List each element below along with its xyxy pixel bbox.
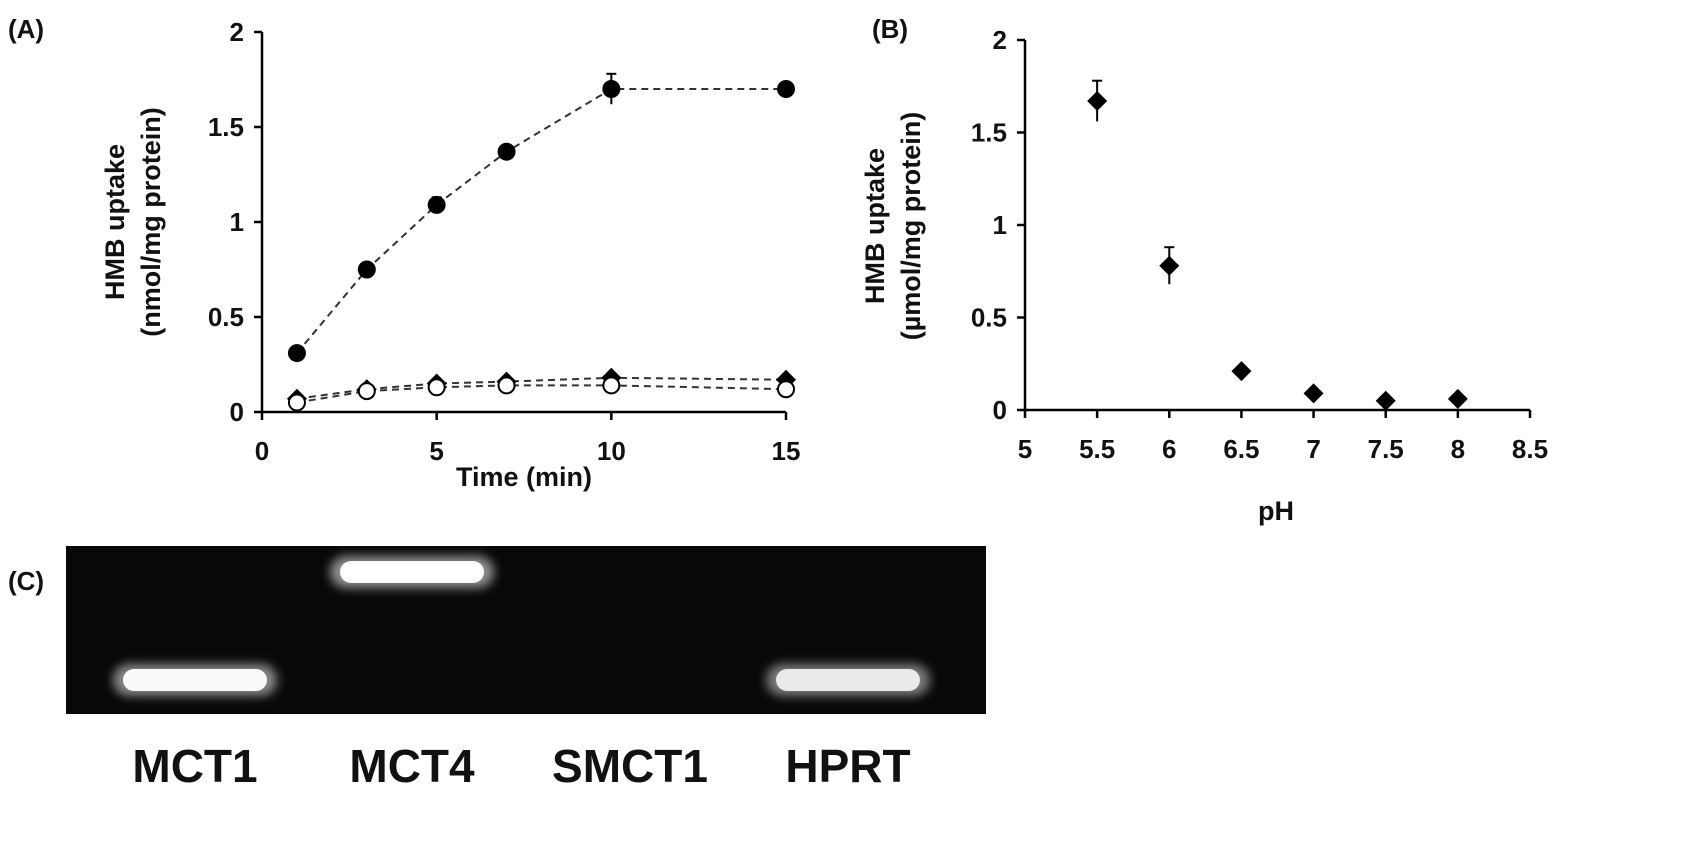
chart-b-x-tick-label: 8.5 [1512,434,1548,464]
chart-b-x-tick-label: 5 [1018,434,1032,464]
chart-b-y-tick-label: 0.5 [971,303,1007,333]
chart-a-y-tick-label: 1.5 [208,112,244,142]
chart-a-series-0-point [427,195,446,214]
chart-b-series-0-point [1375,390,1396,411]
chart-a-x-tick-label: 0 [255,436,269,466]
chart-a-series-0-point [602,80,621,98]
chart-b-x-tick-label: 5.5 [1079,434,1115,464]
chart-a-x-axis-title: Time (min) [456,462,592,492]
chart-b-series-0-point [1159,255,1180,276]
chart-b: 00.511.525 5.5 6 6.5 7 7.5 8 8.5 pH HMB uptake … [860,25,1548,526]
panel-label-a: (A) [8,14,44,44]
gel-lane-label: MCT1 [132,740,257,792]
chart-a-series-2-point [602,376,621,395]
chart-a-series-0-line [296,88,786,354]
gel-band [340,561,484,583]
chart-b-series-0-point [1303,383,1324,404]
chart-a-y-tick-label: 1 [230,207,244,237]
chart-b-x-tick-label: 7 [1306,434,1320,464]
chart-a-y-axis-title-line1: HMB uptake [100,144,130,300]
chart-b-series-0-point [1231,361,1252,382]
chart-b-series [1087,79,1468,411]
chart-b-x-tick-label: 6.5 [1223,434,1259,464]
gel-lane-labels: MCT1 MCT4 SMCT1 HPRT [132,740,910,792]
chart-a-series-2-point [497,376,516,395]
chart-a-ticks: 0 0.5 1 1.5 2 0 5 10 15 [208,17,801,466]
chart-a-y-tick-label: 2 [230,17,244,47]
chart-a-series-2-point [357,382,376,401]
chart-b-y-tick-label: 1 [993,210,1007,240]
panel-label-c: (C) [8,566,44,596]
chart-a-series-0-point [357,260,376,279]
chart-a: 0 0.5 1 1.5 2 0 5 10 15 Time (min) HMB uptake (n… [100,17,800,492]
chart-a-series-2-point [427,378,446,397]
gel-band [123,669,267,691]
chart-a-series-0-point [777,80,795,98]
chart-a-series-2-point [287,393,306,412]
chart-a-series-2-point [777,380,795,399]
chart-a-x-tick-label: 10 [597,436,626,466]
gel-lane-label: HPRT [785,740,910,792]
chart-b-x-tick-label: 8 [1451,434,1465,464]
chart-b-ticks: 0 0.5 1 1.5 2 5 5.5 6 6.5 7 7.5 8 8.5 [971,25,1548,464]
chart-a-series [286,72,796,412]
chart-b-y-tick-label: 2 [993,25,1007,55]
gel-lane-label: SMCT1 [552,740,708,792]
chart-a-series-0-point [287,344,306,363]
chart-a-y-axis-title-line2: (nmol/mg protein) [136,107,166,336]
chart-a-y-tick-label: 0.5 [208,302,244,332]
chart-b-series-0-point [1087,91,1108,112]
chart-b-y-tick-label: 1.5 [971,118,1007,148]
chart-a-x-tick-label: 5 [429,436,443,466]
gel-band [776,669,920,691]
gel-panel: MCT1 MCT4 SMCT1 HPRT [66,546,986,792]
gel-bands [113,556,930,696]
chart-b-x-tick-label: 6 [1162,434,1176,464]
panel-label-b: (B) [872,14,908,44]
chart-b-x-axis-title: pH [1258,496,1294,526]
chart-b-y-axis-title-line1: HMB uptake [860,148,890,304]
chart-b-y-tick-label: 0 [993,395,1007,425]
chart-a-x-tick-label: 15 [772,436,801,466]
chart-b-y-axis-title-line2: (µmol/mg protein) [896,112,926,341]
gel-lane-label: MCT4 [349,740,475,792]
chart-a-y-tick-label: 0 [230,397,244,427]
chart-b-series-0-point [1447,388,1468,409]
chart-b-x-tick-label: 7.5 [1368,434,1404,464]
chart-a-series-0-point [497,142,516,161]
